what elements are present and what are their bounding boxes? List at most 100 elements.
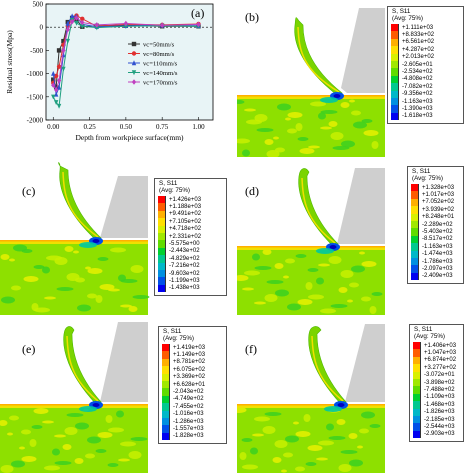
legend-row: -1.826e+03: [413, 408, 455, 416]
surface-edge: [237, 246, 385, 248]
legend-row: +8.833e+02: [391, 31, 434, 39]
legend-row: +8.248e+01: [411, 213, 455, 221]
data-point: [56, 64, 62, 69]
stress-patch: [116, 410, 124, 418]
legend-row: -2.289e+02: [411, 221, 453, 229]
legend-swatch: [391, 46, 399, 54]
stress-patch: [252, 253, 260, 261]
stress-patch: [31, 303, 39, 311]
stress-patch: [97, 257, 109, 261]
data-point: [51, 94, 56, 100]
stress-patch: [349, 99, 355, 103]
panel-a-chart: 500 0 -500 -1000 -1500 -2000 0.00 0.25 0.50 0.75 1…: [0, 0, 237, 157]
legend-row: -1.016e+03: [162, 410, 204, 418]
panel-c-contour: (c) S, S11 (Avg: 75%) +1.426e+03 +1.188e+03…: [0, 158, 237, 315]
stress-patch: [262, 249, 272, 255]
legend-swatch: [413, 356, 421, 365]
legend-row: -5.403e+02: [411, 228, 453, 236]
stress-patch: [340, 270, 354, 278]
stress-patch: [357, 445, 363, 449]
legend-swatch: [162, 425, 170, 433]
legend-title: S, S11 (Avg: 75%): [412, 168, 444, 182]
stress-patch: [11, 460, 25, 468]
cutting-tool: [100, 176, 148, 238]
legend-entry: vc=170mm/s: [143, 80, 178, 87]
legend-value: -1.109e+03: [424, 394, 455, 401]
stress-patch: [330, 132, 344, 140]
legend-swatch: [391, 75, 399, 84]
panel-label-a: (a): [191, 6, 204, 20]
stress-patch: [64, 246, 74, 252]
shear-zone-core: [92, 403, 100, 407]
legend-row: -1.163e+03: [411, 243, 453, 251]
data-point: [69, 18, 75, 25]
legend-value: -2.097e+03: [422, 266, 453, 273]
stress-patch: [252, 433, 264, 437]
panel-label: (b): [245, 10, 259, 24]
legend-entry: vc=110mm/s: [143, 61, 178, 68]
legend-value: -4.808e+02: [402, 76, 433, 83]
legend-row: +6.628e+01: [162, 381, 205, 389]
surface-layer: [0, 240, 148, 244]
stress-patch: [241, 438, 253, 442]
stress-patch: [244, 108, 256, 112]
stress-patch: [237, 100, 245, 104]
stress-patch: [105, 415, 113, 423]
stress-patch: [21, 456, 37, 462]
legend-swatch: [391, 90, 399, 98]
x-tick-label: 0.75: [156, 123, 169, 131]
stress-patch: [318, 112, 326, 120]
stress-patch: [107, 463, 119, 467]
stress-patch: [340, 102, 350, 108]
surface-layer: [237, 404, 385, 408]
legend-swatch: [162, 344, 170, 352]
subsurface-zone: [316, 248, 334, 254]
stress-patch: [305, 462, 317, 466]
legend-value: -1.468e+03: [424, 401, 455, 408]
legend-value: +6.075e+02: [173, 366, 206, 373]
legend-swatch: [391, 53, 399, 61]
stress-patch: [275, 289, 289, 297]
legend-value: +1.149e+03: [173, 352, 206, 359]
stress-patch: [9, 415, 19, 421]
stress-patch: [283, 275, 289, 279]
legend-swatch: [391, 61, 399, 69]
stress-patch: [371, 292, 383, 296]
legend-row: -8.517e+02: [411, 235, 453, 244]
subsurface-zone: [320, 97, 338, 103]
shear-zone-core: [333, 94, 341, 98]
stress-patch: [371, 141, 379, 149]
legend-value: -1.390e+03: [402, 106, 433, 113]
stress-patch: [54, 461, 72, 465]
stress-patch: [318, 440, 334, 446]
legend-swatch: [158, 203, 166, 211]
data-point: [69, 13, 75, 19]
legend-value: -5.575e+00: [169, 241, 200, 248]
stress-patch: [99, 284, 115, 290]
data-point: [53, 84, 59, 90]
stress-patch: [293, 421, 299, 425]
stress-patch: [349, 459, 363, 467]
legend-value: +8.248e+01: [422, 214, 455, 221]
stress-patch: [54, 434, 66, 438]
legend-swatch: [162, 388, 170, 396]
data-point: [65, 20, 70, 26]
stress-patch: [264, 412, 282, 416]
legend-value: -1.618e+03: [402, 113, 433, 120]
stress-patch: [239, 452, 247, 460]
legend-swatch: [162, 381, 170, 389]
legend-entry: vc=50mm/s: [143, 42, 175, 49]
x-tick-label: 0.25: [83, 123, 96, 131]
stress-patch: [320, 110, 338, 114]
legend-row: -1.828e+03: [162, 432, 204, 441]
legend-row: -2.534e+02: [391, 68, 433, 76]
stress-patch: [7, 432, 13, 436]
cutting-tool: [341, 8, 385, 93]
legend-swatch: [391, 31, 399, 39]
stress-patch: [320, 308, 336, 314]
legend-value: +1.419e+03: [173, 344, 206, 351]
legend-swatch: [411, 243, 419, 251]
contour-legend: S, S11 (Avg: 75%) +1.406e+03 +1.047e+03 +6.…: [409, 324, 464, 443]
legend-swatch: [411, 228, 419, 236]
cutting-tool: [345, 324, 385, 402]
